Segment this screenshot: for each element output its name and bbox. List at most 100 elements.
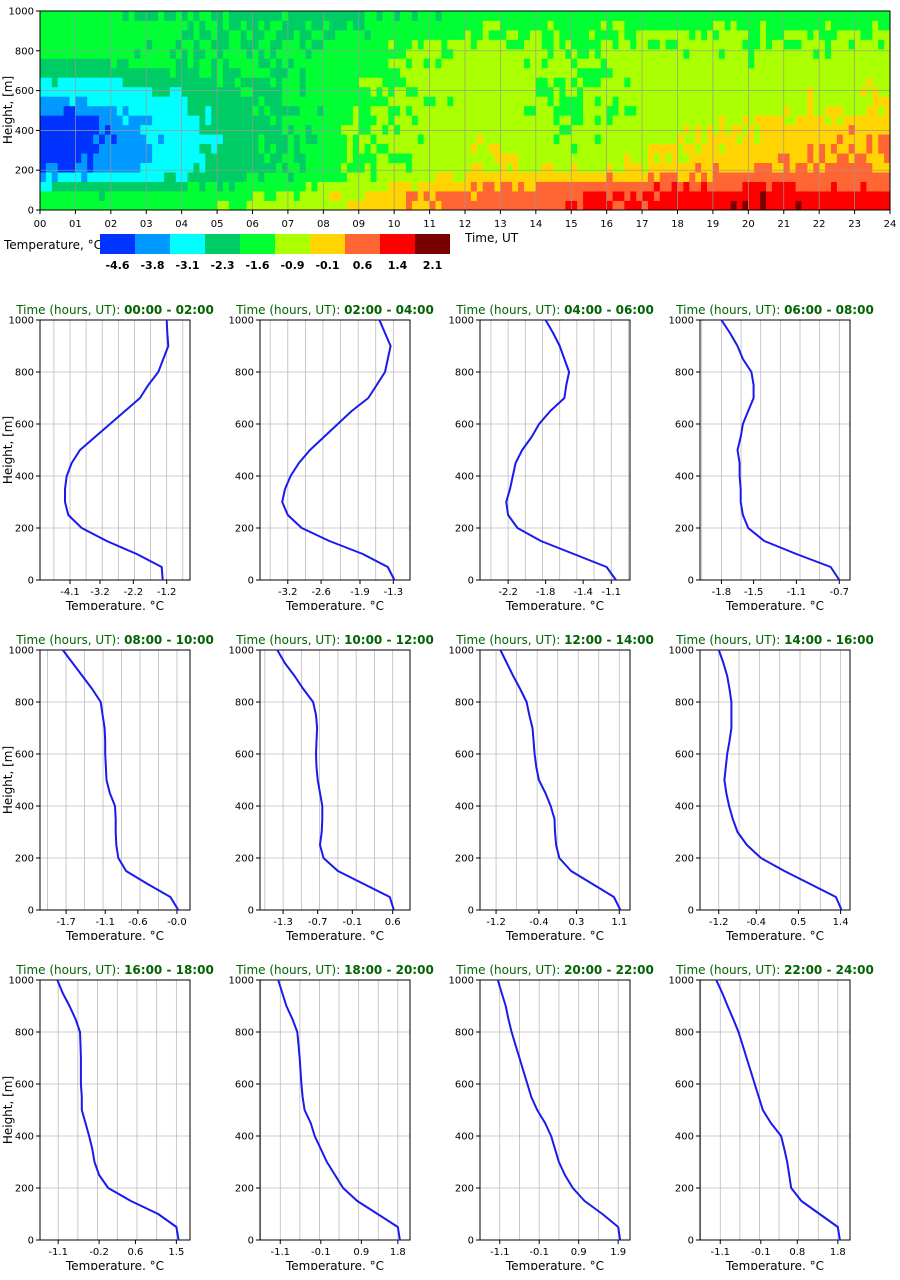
- heatmap-cell: [594, 172, 602, 182]
- heatmap-cell: [754, 200, 761, 211]
- heatmap-cell: [848, 200, 855, 211]
- heatmap-cell: [411, 11, 419, 21]
- heatmap-cell: [116, 48, 124, 59]
- heatmap-cell: [789, 153, 796, 164]
- heatmap-cell: [152, 124, 159, 135]
- heatmap-cell: [93, 48, 100, 59]
- heatmap-cell: [447, 124, 454, 135]
- heatmap-cell: [695, 134, 702, 145]
- heatmap-cell: [87, 162, 94, 173]
- profile-panel: Time (hours, UT): 14:00 - 16:00020040060…: [669, 633, 874, 940]
- profile-y-tick-label: 1000: [229, 316, 254, 327]
- heatmap-cell: [370, 143, 377, 154]
- heatmap-cell: [75, 20, 82, 31]
- heatmap-cell: [217, 58, 224, 69]
- heatmap-cell: [636, 200, 643, 211]
- heatmap-cell: [783, 48, 791, 59]
- heatmap-cell: [411, 39, 419, 50]
- heatmap-cell: [199, 11, 206, 21]
- heatmap-cell: [305, 105, 312, 116]
- heatmap-cell: [583, 200, 590, 211]
- heatmap-cell: [104, 200, 112, 211]
- heatmap-cell: [270, 200, 277, 211]
- heatmap-cell: [825, 86, 832, 97]
- heatmap-cell: [866, 105, 873, 116]
- heatmap-cell: [45, 181, 53, 192]
- heatmap-cell: [335, 67, 342, 78]
- heatmap-cell: [783, 39, 791, 50]
- heatmap-cell: [671, 162, 678, 173]
- heatmap-cell: [358, 77, 366, 88]
- heatmap-cell: [394, 58, 401, 69]
- profile-x-tick-label: 1.4: [833, 917, 849, 928]
- heatmap-cell: [447, 200, 454, 211]
- heatmap-cell: [836, 153, 844, 164]
- heatmap-cell: [240, 105, 247, 116]
- heatmap-cell: [222, 162, 230, 173]
- profile-y-tick-label: 0: [28, 576, 34, 587]
- heatmap-cell: [63, 115, 70, 126]
- heatmap-cell: [116, 67, 124, 78]
- heatmap-cell: [801, 172, 808, 182]
- heatmap-cell: [748, 58, 755, 69]
- heatmap-cell: [612, 58, 619, 69]
- heatmap-cell: [807, 105, 814, 116]
- heatmap-cell: [878, 11, 885, 21]
- heatmap-cell: [677, 39, 684, 50]
- heatmap-cell: [583, 29, 590, 40]
- heatmap-cell: [104, 39, 112, 50]
- heatmap-cell: [819, 48, 826, 59]
- heatmap-cell: [169, 20, 177, 31]
- heatmap-cell: [152, 172, 159, 182]
- heatmap-cell: [329, 48, 336, 59]
- heatmap-cell: [400, 124, 407, 135]
- heatmap-cell: [754, 39, 761, 50]
- heatmap-cell: [512, 29, 519, 40]
- heatmap-cell: [346, 162, 354, 173]
- heatmap-cell: [476, 124, 484, 135]
- heatmap-cell: [777, 172, 785, 182]
- heatmap-cell: [441, 153, 448, 164]
- heatmap-y-label: Height, [m]: [1, 76, 15, 144]
- heatmap-cell: [169, 124, 177, 135]
- heatmap-cell: [836, 48, 844, 59]
- heatmap-cell: [630, 191, 637, 201]
- heatmap-cell: [771, 96, 779, 107]
- heatmap-cell: [51, 86, 59, 97]
- profile-line: [717, 649, 843, 911]
- heatmap-cell: [600, 11, 608, 21]
- heatmap-cell: [264, 153, 271, 164]
- heatmap-cell: [222, 67, 230, 78]
- heatmap-cell: [423, 77, 430, 88]
- heatmap-cell: [701, 172, 708, 182]
- heatmap-cell: [766, 58, 773, 69]
- profile-panel: Time (hours, UT): 22:00 - 24:00020040060…: [669, 963, 874, 1270]
- heatmap-cell: [175, 86, 183, 97]
- heatmap-cell: [848, 11, 855, 21]
- heatmap-cell: [636, 115, 643, 126]
- heatmap-cell: [724, 200, 732, 211]
- heatmap-cell: [594, 58, 602, 69]
- heatmap-cell: [488, 58, 495, 69]
- heatmap-cell: [860, 58, 867, 69]
- heatmap-cell: [370, 105, 377, 116]
- heatmap-cell: [482, 39, 490, 50]
- heatmap-cell: [87, 48, 94, 59]
- heatmap-cell: [264, 20, 271, 31]
- heatmap-cell: [748, 200, 755, 211]
- heatmap-cell: [364, 39, 371, 50]
- heatmap-cell: [128, 181, 135, 192]
- profile-y-tick-label: 0: [248, 906, 254, 917]
- heatmap-cell: [122, 172, 129, 182]
- heatmap-cell: [163, 96, 171, 107]
- heatmap-cell: [329, 96, 336, 107]
- heatmap-cell: [40, 96, 47, 107]
- heatmap-cell: [175, 20, 183, 31]
- heatmap-cell: [205, 58, 212, 69]
- heatmap-cell: [842, 96, 850, 107]
- heatmap-cell: [742, 11, 749, 21]
- heatmap-cell: [819, 191, 826, 201]
- heatmap-cell: [352, 124, 360, 135]
- heatmap-x-tick-label: 17: [636, 219, 649, 230]
- heatmap-cell: [376, 58, 383, 69]
